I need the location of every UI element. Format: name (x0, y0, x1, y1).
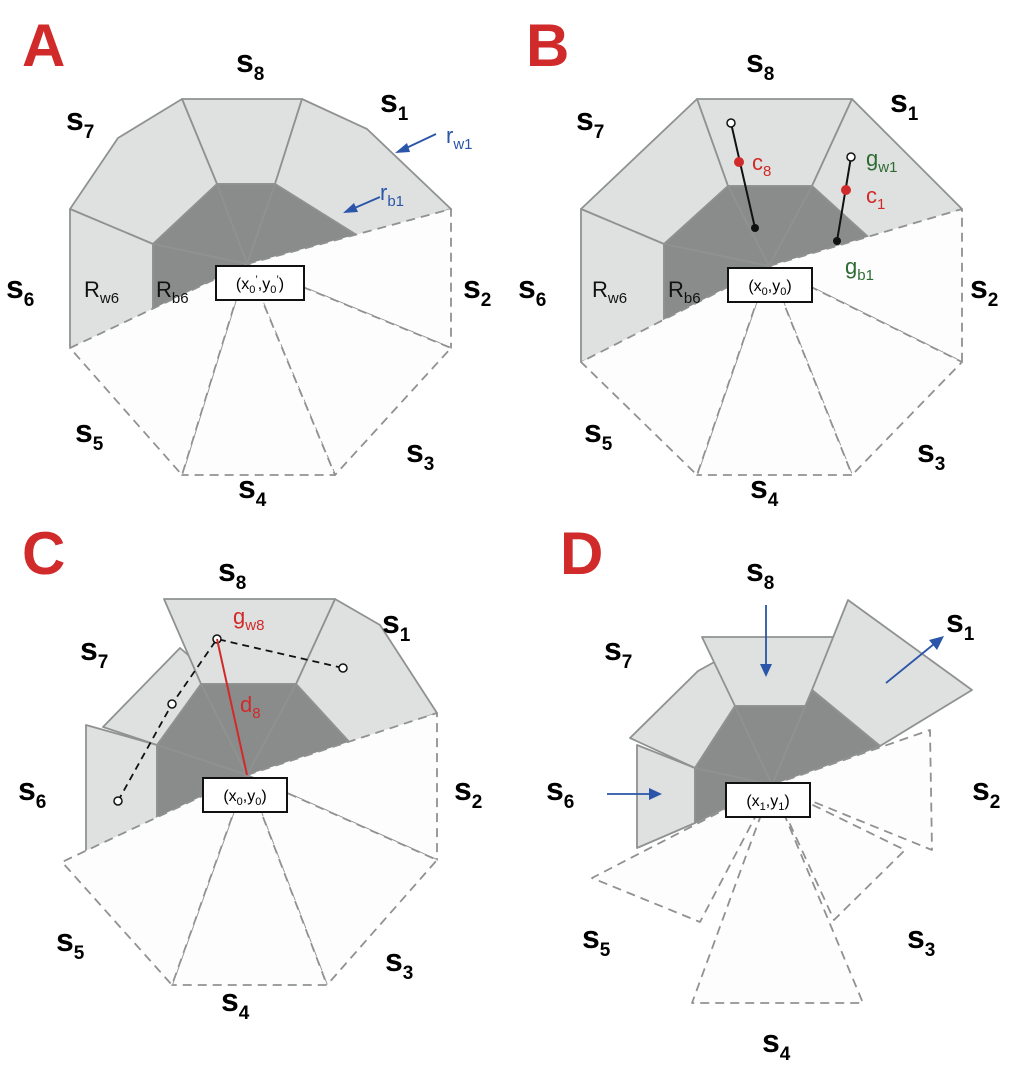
centroid-c1-point (841, 185, 851, 195)
panel-b: B (x0,y0) s1 s2 s3 s4 s5 s6 s7 s8 c8 c1 (518, 12, 998, 511)
sector-label-3: s3 (907, 919, 935, 961)
sector-label-4: s4 (221, 982, 250, 1024)
sector-2-empty-region (246, 208, 452, 349)
label-Rw6: Rw6 (592, 277, 627, 307)
trajectory-point-2 (167, 699, 177, 709)
panel-letter: A (22, 12, 65, 79)
move-arrowhead-s8 (760, 664, 772, 677)
centroid-c8-point (734, 157, 744, 167)
sector-3-empty-region (246, 263, 452, 476)
move-arrowhead-s6 (649, 788, 662, 800)
center-point-label: (x1,y1) (746, 793, 789, 813)
trajectory-segment-1 (836, 156, 852, 242)
sector-label-5: s5 (584, 413, 613, 455)
sector-4-empty-region (691, 784, 864, 1004)
sector-3-empty-region (771, 784, 906, 921)
sector-label-1: s1 (380, 83, 409, 125)
center-point-label: (x0,y0) (748, 278, 791, 298)
sector-label-3: s3 (385, 942, 413, 984)
sector-2-empty-region (768, 208, 963, 363)
panel-a: A (x0’,y0’) s1 s2 s3 s4 s5 s6 s7 s8 rw1 … (6, 12, 491, 511)
sector-4-empty-region (171, 774, 328, 986)
sector-label-3: s3 (406, 433, 434, 475)
center-point-label: (x0’,y0’) (236, 274, 284, 296)
trajectory-segment-8 (730, 122, 756, 229)
segment-1-end-point (833, 237, 841, 245)
sector-label-1: s1 (890, 83, 919, 125)
sector-5-empty-region (580, 265, 770, 476)
sector-2-empty-region (771, 729, 933, 851)
label-c1: c1 (866, 183, 885, 213)
label-gb1: gb1 (845, 254, 874, 284)
sector-label-4: s4 (238, 469, 267, 511)
sector-label-8: s8 (746, 552, 774, 594)
sector-1-inner-region (771, 689, 881, 786)
label-Rb6: Rb6 (156, 277, 189, 307)
sector-label-6: s6 (18, 771, 46, 813)
sector-label-3: s3 (917, 433, 945, 475)
segment-8-start-point (726, 118, 736, 128)
sector-label-8: s8 (746, 43, 774, 85)
sector-4-empty-region (181, 263, 336, 476)
sector-5-empty-region (591, 784, 773, 923)
panel-c: C (x0,y0) s1 s2 s3 s4 s5 s6 s7 s8 gw8 d8 (18, 520, 482, 1024)
rw1-arrowhead (395, 143, 410, 153)
center-point-label: (x0,y0) (223, 788, 266, 808)
sector-label-7: s7 (80, 631, 108, 673)
sector-label-6: s6 (6, 269, 34, 311)
sector-label-6: s6 (518, 269, 546, 311)
sector-label-1: s1 (946, 603, 975, 645)
center-point-box (727, 267, 813, 303)
sector-label-4: s4 (750, 469, 779, 511)
panel-letter: C (22, 520, 65, 587)
sector-label-5: s5 (56, 922, 85, 964)
panel-d: D (x1,y1) s1 s2 s3 s4 s5 s6 s7 s8 (546, 520, 1000, 1065)
sector-4-empty-region (696, 265, 853, 476)
trajectory-point-4 (338, 663, 348, 673)
sector-label-5: s5 (582, 919, 611, 961)
sector-label-2: s2 (454, 771, 482, 813)
distance-line-d8 (216, 638, 248, 776)
label-gw1: gw1 (866, 146, 897, 176)
trajectory-point-1 (113, 796, 123, 806)
label-c8: c8 (752, 150, 771, 180)
label-Rb6: Rb6 (668, 277, 701, 307)
panel-letter: D (560, 520, 603, 587)
center-point-box (202, 777, 288, 813)
sector-5-empty-region (69, 263, 248, 476)
label-Rw6: Rw6 (84, 277, 119, 307)
center-point-box (215, 265, 305, 301)
segment-1-start-point (846, 152, 856, 162)
sector-label-2: s2 (463, 269, 491, 311)
dashed-trajectory (117, 637, 344, 802)
sector-label-7: s7 (576, 101, 604, 143)
label-rb1: rb1 (380, 180, 404, 210)
panel-letter: B (526, 12, 569, 79)
sector-label-5: s5 (75, 413, 104, 455)
sector-label-8: s8 (236, 43, 264, 85)
rb1-arrowhead (343, 203, 358, 213)
sector-5-empty-region (61, 774, 248, 986)
segment-8-end-point (751, 224, 759, 232)
move-arrow-s1 (885, 643, 935, 684)
center-point-box (725, 782, 811, 818)
sector-label-7: s7 (66, 101, 94, 143)
sector-label-2: s2 (972, 771, 1000, 813)
label-d8: d8 (240, 692, 261, 722)
sector-label-2: s2 (970, 269, 998, 311)
sector-label-7: s7 (604, 631, 632, 673)
sector-label-4: s4 (762, 1023, 791, 1065)
sector-label-8: s8 (218, 552, 246, 594)
label-rw1: rw1 (446, 123, 473, 153)
label-gw8: gw8 (233, 604, 264, 634)
sector-label-6: s6 (546, 771, 574, 813)
move-arrowhead-s1 (929, 636, 944, 650)
sector-label-1: s1 (382, 604, 411, 646)
